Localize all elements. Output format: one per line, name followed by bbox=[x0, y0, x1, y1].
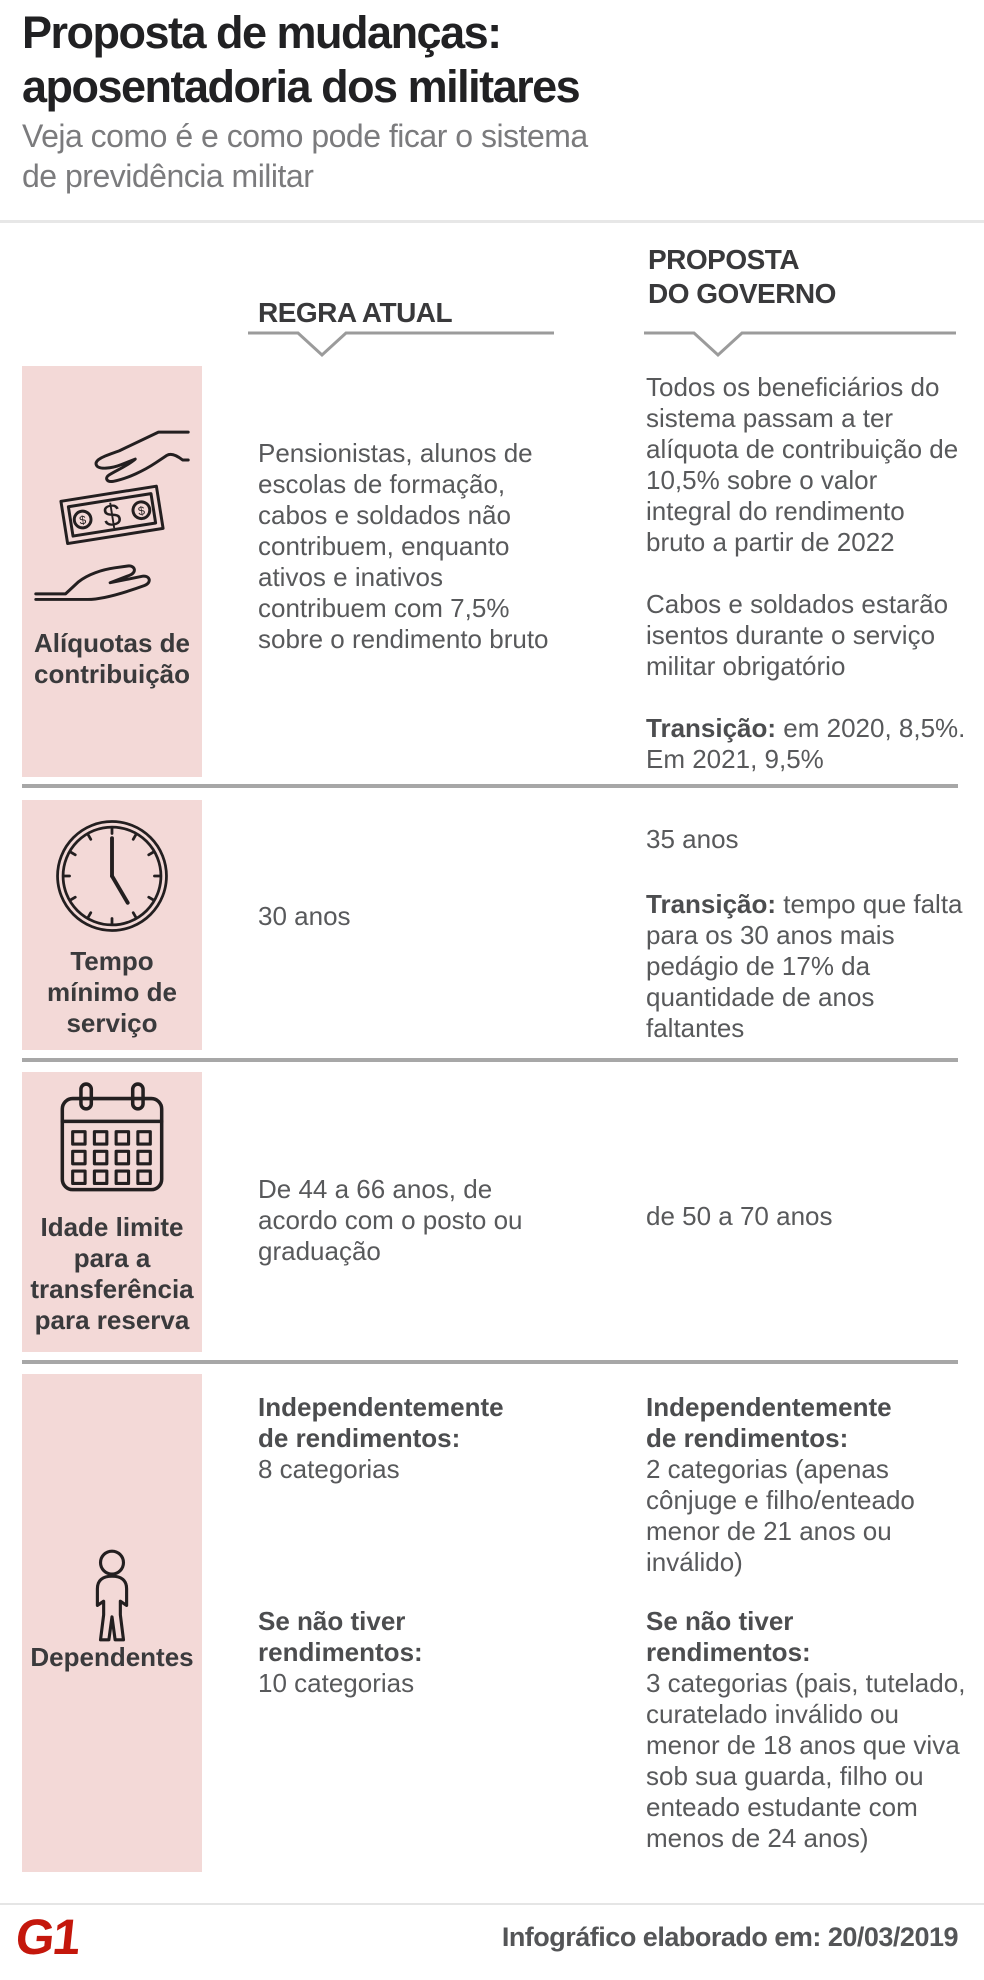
header-divider bbox=[0, 220, 984, 223]
svg-text:$: $ bbox=[137, 503, 146, 518]
row1-proposal-p1: Todos os beneficiários do sistema passam… bbox=[646, 372, 959, 557]
row4-proposal-value-2: 3 categorias (pais, tutelado, curatelado… bbox=[646, 1668, 966, 1853]
subtitle-line-1: Veja como é e como pode ficar o sistema bbox=[22, 118, 588, 154]
hands-exchanging-money-icon: $ $ $ bbox=[22, 418, 202, 608]
category-box-idade: Idade limite para a transferência para r… bbox=[22, 1072, 202, 1352]
row4-proposal-heading-2: Se não tiver rendimentos: bbox=[646, 1606, 811, 1667]
column-header-proposal: PROPOSTA DO GOVERNO bbox=[648, 243, 836, 311]
row4-proposal-heading-1: Independentemente de rendimentos: bbox=[646, 1392, 892, 1453]
category-box-tempo: Tempo mínimo de serviço bbox=[22, 800, 202, 1050]
svg-text:$: $ bbox=[78, 513, 87, 528]
footer-note: Infográfico elaborado em: 20/03/2019 bbox=[501, 1922, 959, 1952]
title-line-2: aposentadoria dos militares bbox=[22, 61, 581, 112]
clock-icon bbox=[22, 816, 202, 936]
chevron-underline-current bbox=[248, 331, 554, 358]
row4-current-value-2: 10 categorias bbox=[258, 1668, 415, 1698]
row1-proposal-cell: Todos os beneficiários do sistema passam… bbox=[646, 372, 968, 775]
transition-label: Transição: bbox=[646, 713, 777, 743]
row4-current-cell: Independentemente de rendimentos: 8 cate… bbox=[258, 1392, 558, 1699]
column-header-current: REGRA ATUAL bbox=[258, 297, 453, 328]
row2-current-cell: 30 anos bbox=[258, 901, 558, 932]
row4-proposal-cell: Independentemente de rendimentos: 2 cate… bbox=[646, 1392, 968, 1854]
page-subtitle: Veja como é e como pode ficar o sistema … bbox=[22, 116, 588, 196]
category-box-dependentes: Dependentes bbox=[22, 1374, 202, 1872]
row2-current-text: 30 anos bbox=[258, 901, 351, 931]
category-label: Alíquotas de contribuição bbox=[33, 628, 190, 689]
row2-proposal-cell: 35 anos Transição: tempo que falta para … bbox=[646, 824, 968, 1044]
row3-current-text: De 44 a 66 anos, de acordo com o posto o… bbox=[258, 1174, 523, 1266]
page-title: Proposta de mudanças: aposentadoria dos … bbox=[22, 6, 581, 114]
row1-current-text: Pensionistas, alunos de escolas de forma… bbox=[258, 438, 549, 654]
row-divider bbox=[22, 784, 958, 788]
row3-current-cell: De 44 a 66 anos, de acordo com o posto o… bbox=[258, 1174, 558, 1267]
svg-text:$: $ bbox=[101, 496, 124, 534]
transition-label: Transição: bbox=[646, 889, 777, 919]
row4-current-heading-2: Se não tiver rendimentos: bbox=[258, 1606, 423, 1667]
row2-proposal-transition: Transição: tempo que falta para os 30 an… bbox=[646, 889, 963, 1043]
category-label: Tempo mínimo de serviço bbox=[46, 946, 177, 1038]
row3-proposal-cell: de 50 a 70 anos bbox=[646, 1201, 968, 1232]
category-box-aliquotas: $ $ $ Alíquotas de contribuição bbox=[22, 366, 202, 777]
footer-divider bbox=[0, 1903, 984, 1905]
row1-proposal-p2: Cabos e soldados estarão isentos durante… bbox=[646, 589, 949, 681]
category-label: Idade limite para a transferência para r… bbox=[30, 1212, 194, 1335]
calendar-icon bbox=[22, 1082, 202, 1200]
title-line-1: Proposta de mudanças: bbox=[22, 7, 502, 58]
row4-current-heading-1: Independentemente de rendimentos: bbox=[258, 1392, 504, 1453]
row3-proposal-text: de 50 a 70 anos bbox=[646, 1201, 833, 1231]
row-divider bbox=[22, 1360, 958, 1364]
row1-current-cell: Pensionistas, alunos de escolas de forma… bbox=[258, 438, 558, 655]
category-label: Dependentes bbox=[30, 1642, 194, 1672]
row4-proposal-value-1: 2 categorias (apenas cônjuge e filho/ent… bbox=[646, 1454, 915, 1577]
row-divider bbox=[22, 1058, 958, 1062]
proposal-header-line-1: PROPOSTA bbox=[648, 244, 800, 275]
row2-proposal-p1: 35 anos bbox=[646, 824, 739, 854]
row1-proposal-transition: Transição: em 2020, 8,5%. Em 2021, 9,5% bbox=[646, 713, 966, 774]
child-icon bbox=[22, 1548, 202, 1644]
row4-current-value-1: 8 categorias bbox=[258, 1454, 400, 1484]
subtitle-line-2: de previdência militar bbox=[22, 158, 314, 194]
proposal-header-line-2: DO GOVERNO bbox=[648, 278, 836, 309]
chevron-underline-proposal bbox=[644, 331, 956, 358]
g1-logo: G1 bbox=[13, 1909, 82, 1965]
